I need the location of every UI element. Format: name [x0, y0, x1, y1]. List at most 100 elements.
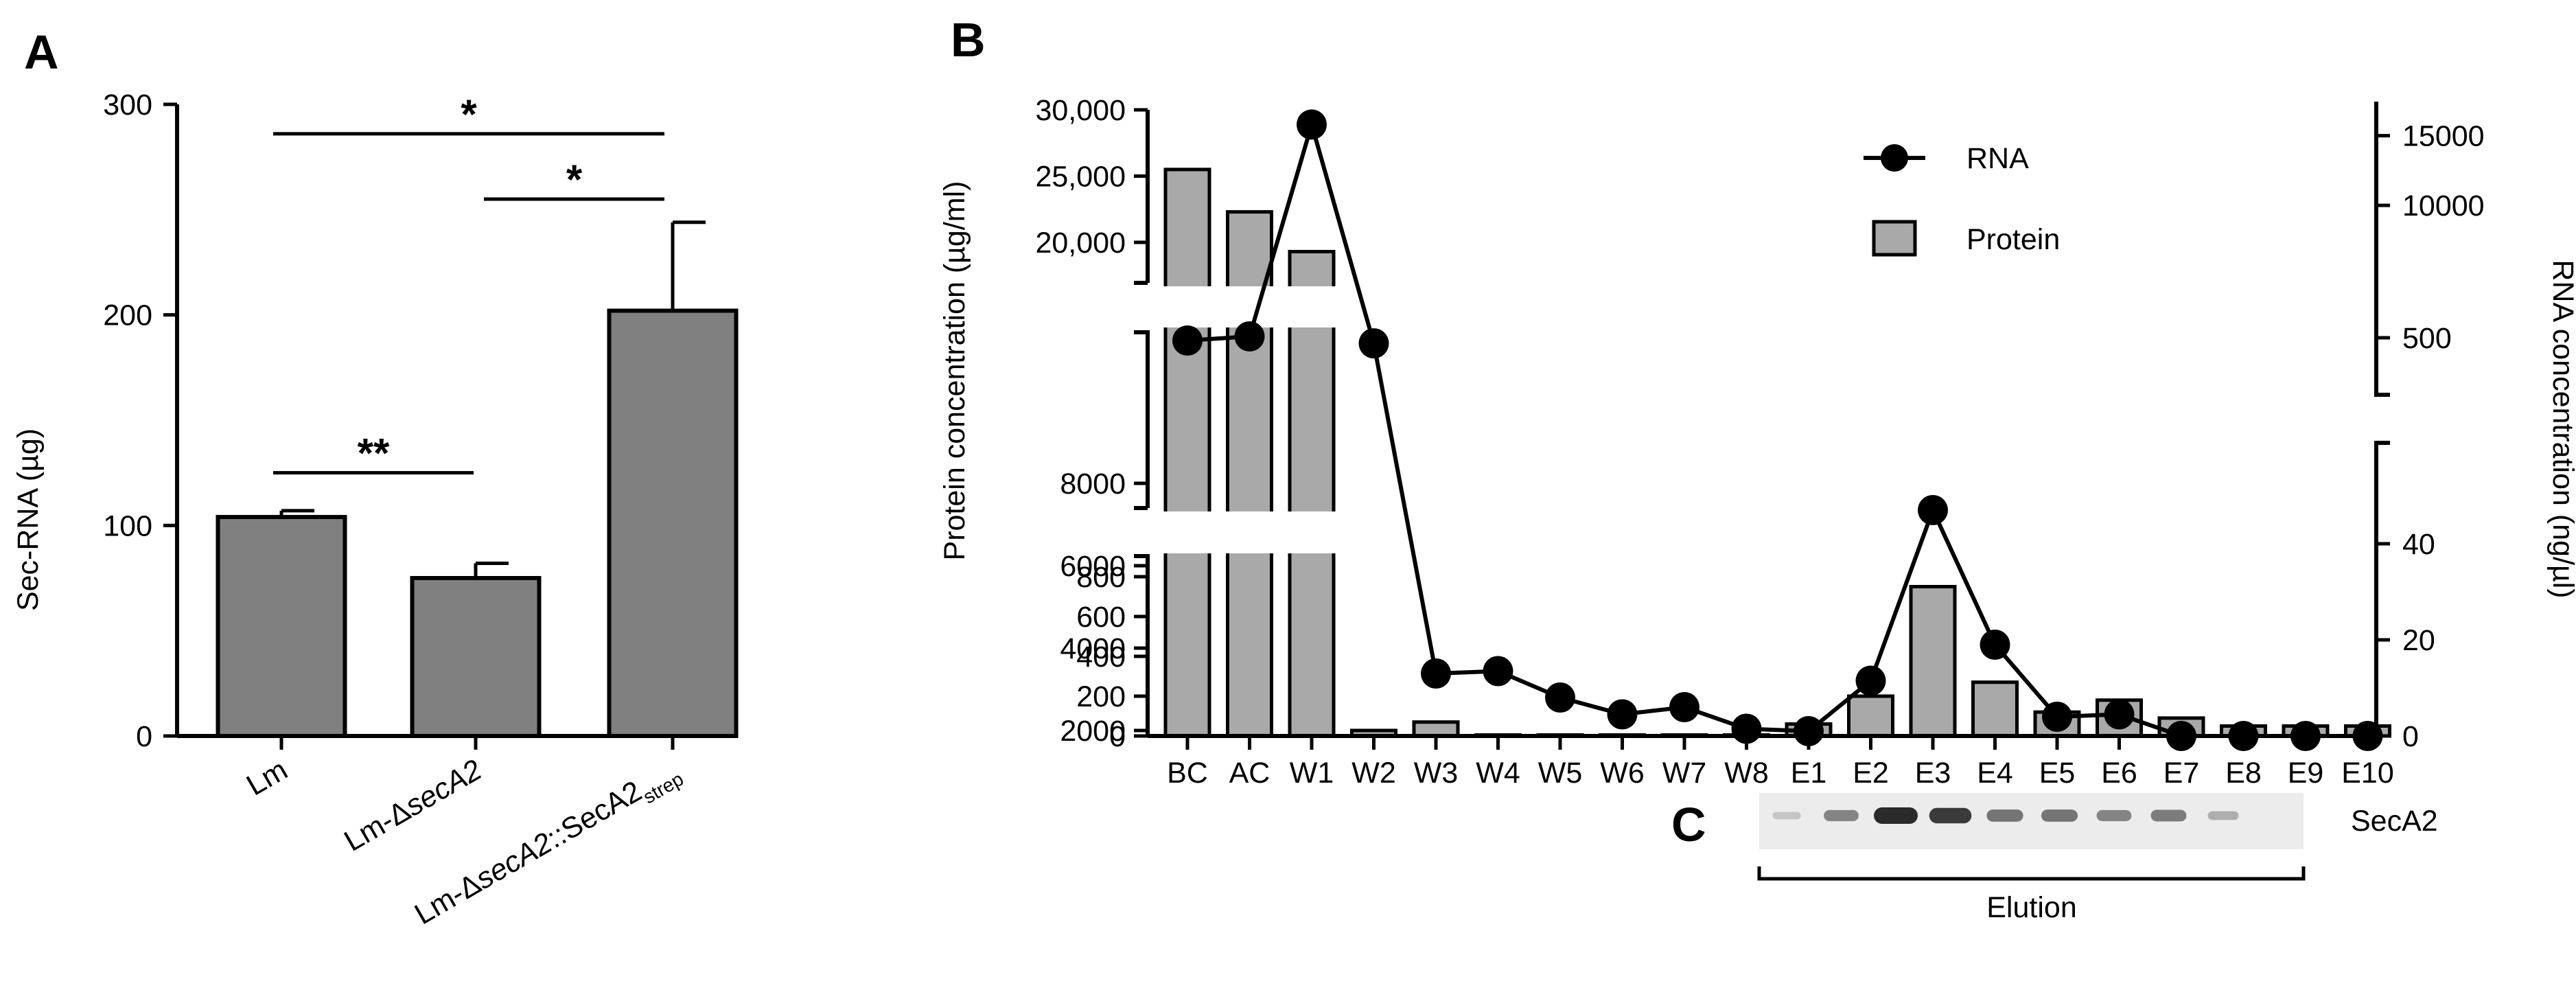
chart-a-xtick-label: Lm-ΔsecA2	[338, 753, 487, 858]
chart-b-rna-point	[1483, 656, 1513, 687]
chart-b-rna-point	[1421, 658, 1451, 689]
chart-b-left-tick-label: 2000	[1060, 715, 1126, 748]
chart-b-rna-point	[2104, 699, 2135, 730]
chart-b-rna-point	[1980, 630, 2010, 660]
chart-b-xtick-label: E10	[2341, 757, 2394, 790]
chart-b-xtick-label: E1	[1791, 757, 1827, 790]
chart-b-xtick-label: W2	[1351, 757, 1396, 790]
chart-b-right-tick-label: 500	[2402, 322, 2452, 355]
chart-b-left-tick-label: 4000	[1060, 632, 1126, 665]
chart-b-xtick-label: W4	[1476, 757, 1520, 790]
legend-rna-label: RNA	[1966, 142, 2029, 175]
blot-band	[1772, 811, 1801, 820]
chart-a-ytick-label: 0	[136, 720, 152, 753]
chart-b-xtick-label: E6	[2101, 757, 2137, 790]
legend-protein-label: Protein	[1966, 223, 2060, 256]
blot-band	[2041, 809, 2078, 822]
blot-band	[1929, 807, 1972, 824]
chart-b-rna-point	[1794, 716, 1824, 746]
chart-b-left-axis-middle	[1134, 330, 1150, 508]
chart-b-xtick-label: W8	[1724, 757, 1769, 790]
chart-b-xtick-label: E2	[1853, 757, 1889, 790]
chart-b-protein-bar	[1163, 168, 1211, 738]
chart-b-protein-bar	[1412, 720, 1460, 738]
chart-b-xtick-label: E9	[2288, 757, 2324, 790]
chart-b-left-tick-label: 20,000	[1035, 227, 1126, 260]
blot-band-label: SecA2	[2351, 805, 2438, 838]
chart-b-xtick-label: BC	[1167, 757, 1208, 790]
chart-b-protein-bar	[1288, 250, 1336, 738]
chart-b-rna-point	[1297, 109, 1327, 140]
chart-a-bar	[216, 515, 347, 738]
chart-b-rna-point	[1172, 325, 1203, 356]
chart-b-xtick-label: W1	[1290, 757, 1334, 790]
chart-a-ytick-label: 200	[103, 299, 152, 332]
chart-b-left-tick-label: 30,000	[1035, 94, 1126, 127]
chart-b-protein-bar	[1909, 585, 1957, 738]
chart-b-rna-point	[1855, 665, 1886, 696]
blot-band	[1986, 809, 2023, 822]
chart-a-ytick-label: 300	[103, 89, 152, 122]
chart-b-xtick-label: W5	[1538, 757, 1583, 790]
chart-b-protein-bar	[1847, 694, 1894, 738]
blot-band	[2207, 811, 2239, 820]
chart-b-right-tick-label: 40	[2402, 528, 2435, 561]
chart-b: Protein concentration (µg/ml) RNA concen…	[938, 94, 2576, 790]
chart-b-left-tick-label: 6000	[1060, 550, 1126, 583]
chart-b-right-axis-top	[2374, 102, 2390, 397]
panel-label-b: B	[951, 13, 986, 67]
chart-a-sig-label: *	[566, 157, 583, 203]
chart-b-rna-point	[1545, 682, 1575, 713]
chart-b-xtick-label: W7	[1662, 757, 1707, 790]
chart-b-rna-point	[1918, 495, 1948, 525]
chart-b-right-tick-label: 10000	[2402, 189, 2485, 222]
blot-band	[2150, 809, 2187, 822]
legend-protein-swatch	[1872, 220, 1917, 257]
chart-b-rna-point	[2042, 702, 2072, 732]
chart-b-right-tick-label: 15000	[2402, 120, 2485, 153]
chart-b-right-axis-bottom	[2374, 441, 2390, 736]
chart-b-xtick-label: W3	[1414, 757, 1459, 790]
chart-b-left-tick-label: 200	[1076, 680, 1126, 713]
chart-b-ylabel-left: Protein concentration (µg/ml)	[938, 181, 971, 561]
chart-b-xtick-label: W6	[1600, 757, 1645, 790]
chart-b-xtick-label: E4	[1977, 757, 2013, 790]
chart-b-xtick-label: E8	[2225, 757, 2262, 790]
chart-b-left-tick-label: 400	[1076, 641, 1126, 674]
blot-band	[1824, 809, 1859, 822]
chart-b-rna-line	[1187, 117, 2368, 738]
chart-b-rna-point	[1607, 699, 1638, 730]
elution-bracket	[1757, 866, 2306, 881]
chart-b-left-tick-label: 800	[1076, 561, 1126, 594]
chart-a-bar	[410, 576, 542, 738]
chart-b-rna-point	[1358, 328, 1389, 359]
blot-band	[2096, 809, 2132, 822]
chart-b-legend: RNA Protein	[1864, 142, 2060, 257]
chart-b-left-tick-label: 600	[1076, 601, 1126, 634]
chart-b-xtick-label: AC	[1229, 757, 1270, 790]
chart-b-xtick-label: E3	[1915, 757, 1951, 790]
panel-label-a: A	[24, 25, 59, 79]
panel-label-c: C	[1671, 798, 1706, 851]
legend-rna-marker	[1881, 144, 1908, 172]
chart-b-left-tick-label: 0	[1109, 720, 1126, 753]
chart-b-left-axis-bottom	[1134, 554, 1150, 736]
chart-a-bar	[607, 308, 739, 738]
chart-b-axis-break-band	[1148, 511, 1408, 553]
elution-label: Elution	[1986, 891, 2076, 924]
chart-b-right-tick-label: 0	[2402, 720, 2419, 753]
chart-b-left-tick-label: 8000	[1060, 468, 1126, 500]
chart-b-left-tick-label: 25,000	[1035, 161, 1126, 194]
chart-b-xtick-label: E7	[2163, 757, 2200, 790]
chart-a-xtick-label: Lm	[241, 753, 293, 802]
chart-b-rna-point	[1234, 321, 1265, 352]
chart-a-sig-label: **	[358, 430, 390, 476]
chart-b-xtick-label: E5	[2039, 757, 2076, 790]
chart-b-right-tick-label: 20	[2402, 624, 2435, 657]
chart-b-rna-point	[1669, 692, 1699, 722]
chart-a-ylabel: Sec-RNA (µg)	[12, 428, 45, 611]
blot-band	[1874, 807, 1918, 824]
chart-b-protein-bar	[1971, 680, 2019, 738]
chart-a-ytick-label: 100	[103, 509, 152, 542]
